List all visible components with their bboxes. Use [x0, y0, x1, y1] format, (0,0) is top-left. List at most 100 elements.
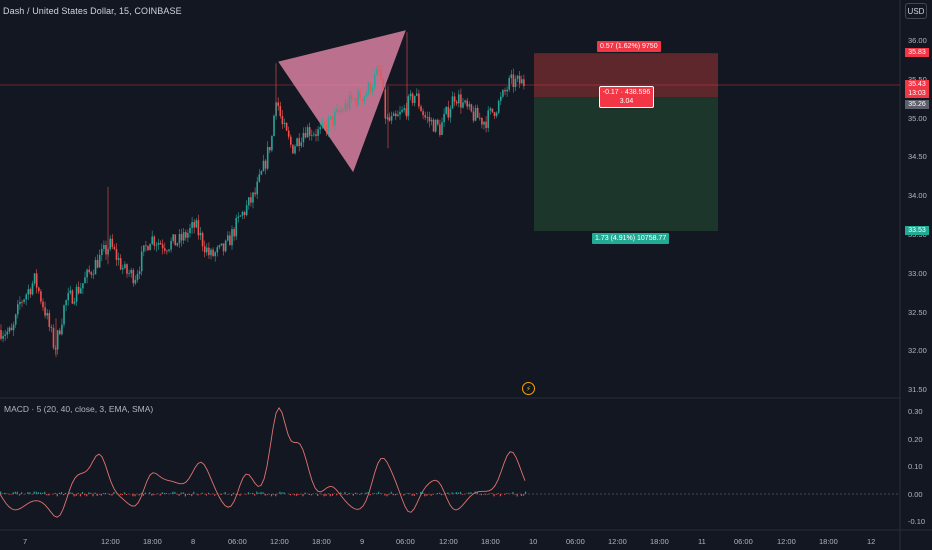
macd-histogram-bar [138, 494, 140, 496]
macd-histogram-bar [480, 494, 483, 496]
candle-body [392, 113, 395, 116]
candle-body [250, 197, 252, 203]
macd-histogram-bar [18, 494, 21, 496]
macd-histogram-bar [90, 492, 92, 494]
macd-histogram-bar [172, 491, 174, 494]
macd-histogram-bar [144, 492, 147, 494]
candle-body [94, 259, 97, 275]
candle-body [447, 106, 450, 118]
candle-body [422, 111, 424, 116]
macd-histogram-bar [39, 492, 42, 494]
candle-body [346, 103, 349, 109]
candle-body [298, 138, 300, 147]
candle-body [292, 144, 294, 154]
candle-body [315, 134, 317, 136]
candle-body [516, 75, 519, 79]
macd-histogram-bar [443, 494, 445, 495]
candle-body [411, 93, 414, 103]
candle-body [12, 324, 15, 331]
price-tick: 31.50 [908, 385, 927, 395]
macd-histogram-bar [275, 494, 277, 497]
candle-body [46, 312, 48, 316]
macd-histogram-bar [63, 494, 65, 496]
macd-histogram-bar [302, 494, 304, 497]
candle-body [77, 286, 80, 294]
currency-button[interactable]: USD [905, 3, 927, 19]
price-tick: 32.50 [908, 307, 927, 317]
macd-histogram-bar [134, 494, 136, 497]
macd-histogram-bar [180, 492, 182, 494]
macd-histogram-bar [289, 494, 291, 496]
macd-histogram-bar [340, 492, 342, 494]
macd-histogram-bar [352, 494, 354, 496]
candle-body [182, 232, 185, 241]
macd-histogram-bar [235, 494, 237, 495]
lightning-icon[interactable]: ⚡ [522, 382, 535, 395]
macd-histogram-bar [233, 492, 235, 494]
macd-tick: 0.30 [908, 407, 923, 416]
symbol-title[interactable]: Dash / United States Dollar, 15, COINBAS… [3, 6, 182, 16]
macd-histogram-bar [365, 492, 367, 494]
candle-body [407, 96, 410, 116]
candle-body [262, 160, 265, 172]
macd-histogram-bar [407, 492, 409, 494]
candle-body [80, 288, 82, 294]
candle-body [191, 222, 193, 228]
candle-body [329, 116, 332, 119]
macd-histogram-bar [409, 493, 411, 494]
candle-body [134, 279, 137, 284]
macd-histogram-bar [457, 492, 459, 494]
macd-histogram-bar [92, 494, 94, 497]
candle-body [52, 327, 55, 348]
candle-body [378, 69, 380, 71]
time-tick: 06:00 [228, 537, 247, 546]
macd-histogram-bar [281, 492, 283, 494]
macd-title[interactable]: MACD · 5 (20, 40, close, 3, EMA, SMA) [4, 404, 154, 414]
position-center-label[interactable]: -0.17 · 438.596 3.04 [599, 86, 654, 108]
candle-body [147, 246, 149, 251]
macd-histogram-bar [100, 494, 102, 496]
candle-body [243, 212, 246, 215]
candle-body [33, 273, 36, 284]
macd-histogram-bar [12, 492, 14, 494]
macd-histogram-bar [159, 494, 161, 496]
macd-histogram-bar [344, 491, 346, 494]
candle-body [29, 289, 32, 295]
candle-body [218, 245, 221, 248]
candle-body [264, 160, 267, 169]
macd-histogram-bar [354, 492, 357, 494]
time-tick: 18:00 [650, 537, 669, 546]
candle-body [231, 229, 233, 246]
candle-body [497, 100, 500, 113]
macd-histogram-bar [58, 492, 60, 494]
price-tick: 36.00 [908, 36, 927, 45]
candle-body [86, 269, 88, 278]
candle-body [199, 232, 202, 236]
candle-body [380, 70, 382, 79]
macd-histogram-bar [151, 494, 153, 496]
candle-body [128, 273, 130, 275]
stop-label[interactable]: 1.73 (4.91%) 10758.77 [592, 233, 670, 244]
macd-histogram-bar [224, 491, 226, 494]
position-center-line1: -0.17 · 438.596 [602, 89, 651, 96]
macd-histogram-bar [10, 494, 12, 495]
target-label[interactable]: 0.57 (1.62%) 9750 [597, 41, 661, 52]
candle-body [4, 334, 6, 336]
macd-histogram-bar [48, 494, 50, 496]
macd-histogram-bar [105, 492, 107, 494]
candle-body [336, 109, 338, 113]
candle-body [476, 107, 479, 118]
macd-histogram-bar [436, 493, 438, 494]
macd-histogram-bar [506, 493, 508, 494]
candle-body [502, 90, 504, 97]
candle-body [311, 134, 313, 136]
macd-histogram-bar [323, 494, 325, 497]
candle-body [287, 130, 290, 137]
candle-body [432, 119, 435, 132]
candle-body [115, 249, 118, 260]
candle-body [420, 106, 422, 112]
time-tick: 06:00 [566, 537, 585, 546]
macd-histogram-bar [451, 492, 453, 494]
candle-body [317, 129, 319, 136]
